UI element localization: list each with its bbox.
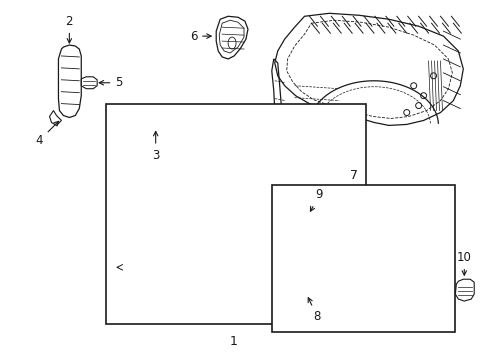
Text: 1: 1 bbox=[230, 335, 238, 348]
Text: 3: 3 bbox=[152, 131, 159, 162]
Text: 9: 9 bbox=[310, 188, 323, 211]
Text: 7: 7 bbox=[349, 169, 357, 182]
Text: 6: 6 bbox=[189, 30, 211, 42]
Text: 5: 5 bbox=[99, 76, 122, 89]
Bar bbox=[106, 104, 366, 324]
Bar bbox=[299, 215, 317, 244]
Bar bbox=[271, 185, 454, 332]
Text: 8: 8 bbox=[307, 298, 321, 323]
Text: 10: 10 bbox=[456, 251, 471, 275]
Text: 4: 4 bbox=[36, 121, 59, 147]
Text: 2: 2 bbox=[65, 15, 73, 43]
Bar bbox=[295, 260, 317, 294]
